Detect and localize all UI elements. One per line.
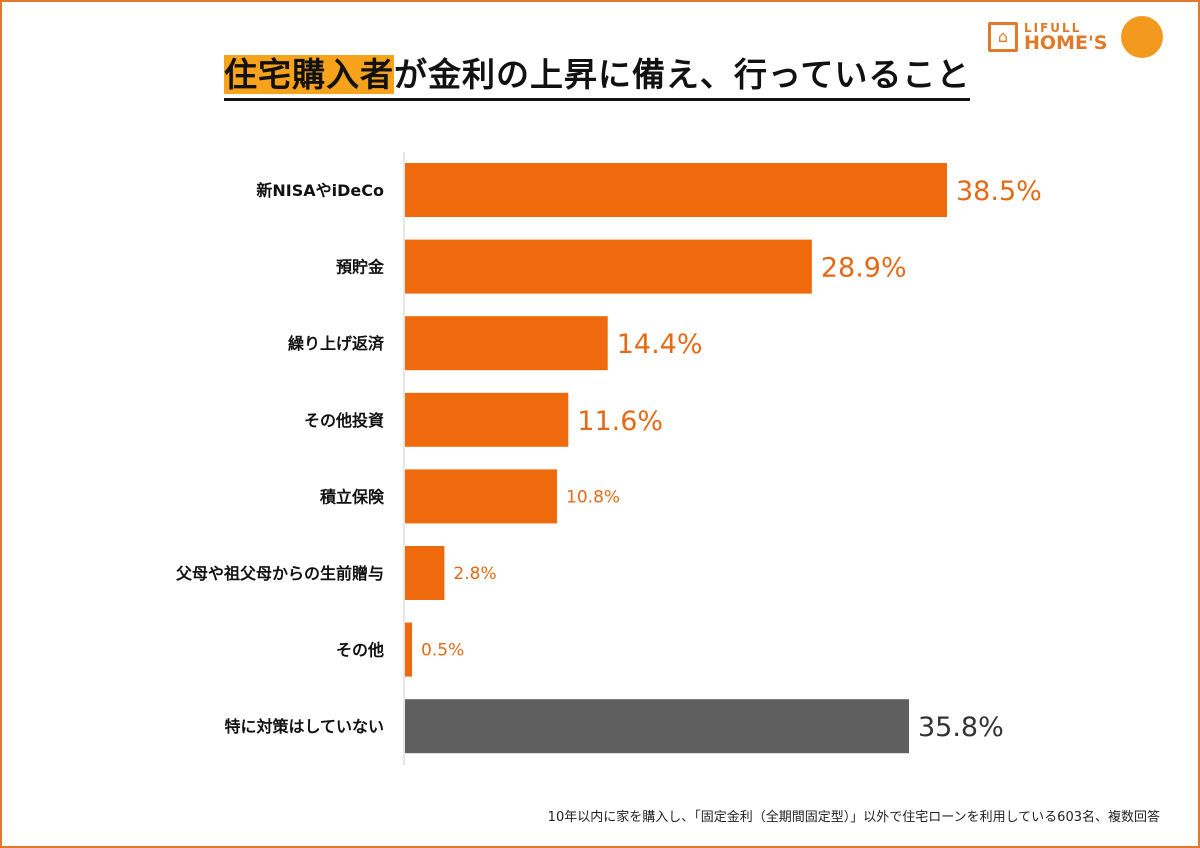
bar <box>405 699 909 754</box>
bar <box>405 622 413 677</box>
value-label: 2.8% <box>453 564 496 584</box>
bar <box>405 316 608 371</box>
category-label: その他投資 <box>304 411 384 430</box>
bar <box>405 239 812 294</box>
bar <box>405 392 569 447</box>
value-label: 14.4% <box>617 329 703 360</box>
category-label: 繰り上げ返済 <box>288 334 385 353</box>
title-highlight: 住宅購入者 <box>224 55 394 94</box>
value-label: 38.5% <box>956 176 1042 207</box>
category-label: 積立保険 <box>319 487 385 506</box>
chart-title: 住宅購入者が金利の上昇に備え、行っていること <box>224 48 971 101</box>
logo-line2: HOME'S <box>1024 31 1108 54</box>
bar <box>405 546 445 600</box>
category-label: 特に対策はしていない <box>224 717 384 736</box>
category-label: 父母や祖父母からの生前贈与 <box>175 564 384 583</box>
footnote: 10年以内に家を購入し、「固定金利（全期間固定型）」以外で住宅ローンを利用してい… <box>547 810 1160 825</box>
value-label: 0.5% <box>421 641 464 661</box>
bar <box>405 163 947 217</box>
value-label: 11.6% <box>577 406 663 437</box>
lifull-homes-logo: ⌂ LIFULL HOME'S <box>988 16 1164 58</box>
category-label: その他 <box>336 641 384 660</box>
value-label: 10.8% <box>566 487 620 507</box>
bar <box>405 469 558 524</box>
value-label: 35.8% <box>918 712 1004 743</box>
category-label: 新NISAやiDeCo <box>256 181 384 200</box>
title-rest: が金利の上昇に備え、行っていること <box>394 55 971 94</box>
value-label: 28.9% <box>821 253 907 284</box>
category-label: 預貯金 <box>336 258 385 277</box>
mascot-icon <box>1121 16 1164 58</box>
logo-line1: LIFULL <box>1024 20 1082 35</box>
house-icon: ⌂ <box>988 22 1018 52</box>
